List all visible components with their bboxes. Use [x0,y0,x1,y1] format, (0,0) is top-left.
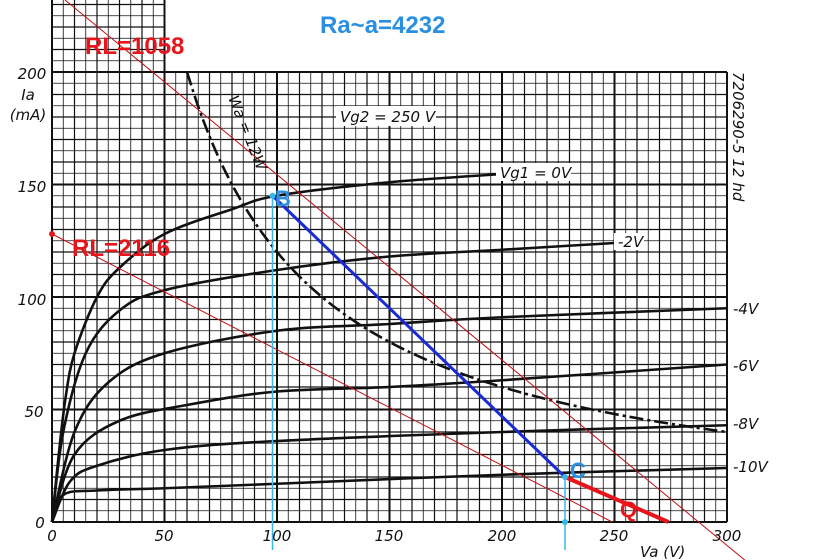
rl2-label: RL=2116 [72,235,170,262]
ytick-200: 200 [18,65,47,83]
point-c [562,474,568,480]
xtick-250: 250 [600,527,629,545]
bc-load-line [271,194,567,479]
y-axis-unit: (mA) [10,106,47,124]
series-label-4V: -4V [733,300,760,318]
ytick-150: 150 [18,178,47,196]
series-label-0V: Vg1 = 0V [500,164,573,182]
series-line-2 [50,306,728,523]
series-line-1 [50,241,615,523]
point-b [269,192,276,199]
series-label-10V: -10V [733,458,769,476]
rl2-load-line [51,233,613,523]
curves [50,71,728,523]
series-line-0 [50,171,514,523]
cq-line [564,475,670,524]
xtick-300: 300 [713,527,742,545]
series-label-8V: -8V [733,415,760,433]
series-line-5 [50,466,728,523]
code-label: 7206290-5 12 hd [729,72,747,202]
ytick-0: 0 [35,514,45,532]
power-curve [185,71,728,434]
rl1-load-line [64,0,746,560]
rl2-start-dot [49,231,55,237]
series-label-2V: -2V [618,233,645,251]
point-b-label: B [275,186,291,211]
point-c-label: C [570,458,586,483]
ytick-50: 50 [24,403,43,421]
xtick-100: 100 [263,527,292,545]
point-q-label: Q [620,497,637,522]
series-line-4 [50,423,728,523]
vg2-label: Vg2 = 250 V [340,108,437,126]
grid [51,0,728,523]
c-axis-dot [562,519,568,525]
xtick-0: 0 [47,527,57,545]
xtick-200: 200 [488,527,517,545]
y-axis-label: Ia [21,86,35,104]
xtick-50: 50 [154,527,173,545]
x-axis-label: Va (V) [640,543,685,560]
series-label-6V: -6V [733,357,760,375]
chart-title: Ra~a=4232 [320,12,445,39]
xtick-150: 150 [375,527,404,545]
rl1-label: RL=1058 [85,33,184,60]
series-line-3 [50,363,728,523]
ytick-100: 100 [18,291,47,309]
overlay [49,0,746,560]
